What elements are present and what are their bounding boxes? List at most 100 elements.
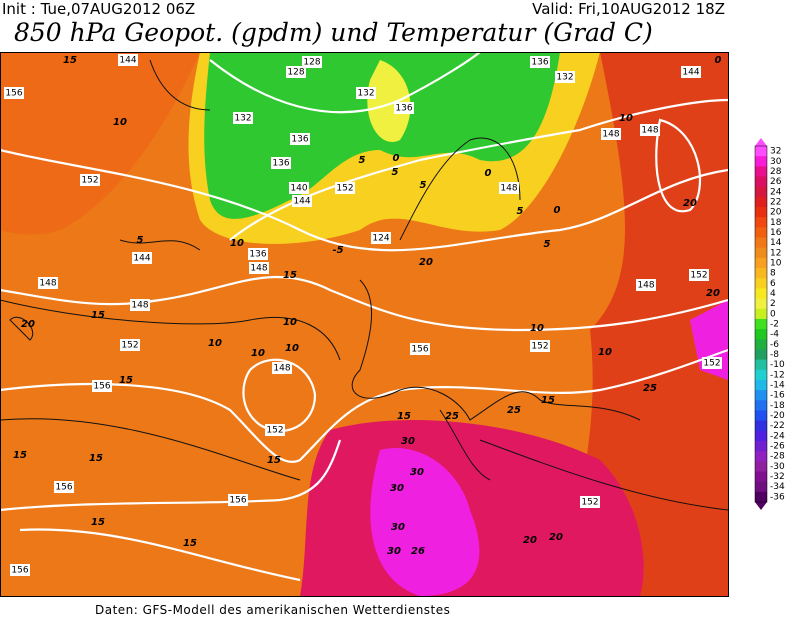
temperature-label: 5: [517, 206, 524, 217]
colorbar-swatch: [755, 481, 767, 493]
colorbar-label: 20: [770, 208, 782, 218]
colorbar-label: -10: [770, 360, 785, 370]
temperature-label: 15: [119, 375, 133, 386]
colorbar-frame: [754, 145, 768, 503]
temperature-label: 15: [63, 55, 77, 66]
colorbar-label: 0: [770, 309, 776, 319]
temperature-label: 26: [411, 546, 425, 557]
temperature-label: 15: [89, 453, 103, 464]
geopotential-label: 144: [119, 56, 136, 66]
label-box: [335, 182, 355, 194]
isohypse: [0, 148, 728, 252]
label-box: [689, 269, 709, 281]
geopotential-label: 136: [272, 159, 289, 169]
label-box: [248, 248, 268, 260]
temperature-label: 10: [208, 338, 222, 349]
temperature-label: 30: [387, 546, 401, 557]
colorbar-swatch: [755, 359, 767, 371]
isotherm: [0, 299, 728, 511]
warm-region: [560, 52, 728, 596]
colorbar-label: 6: [770, 279, 776, 289]
colorbar-swatch: [755, 339, 767, 350]
geopotential-label: 148: [500, 184, 517, 194]
colorbar-swatch: [755, 461, 767, 472]
colorbar-swatch: [755, 491, 767, 503]
colorbar-swatch: [755, 308, 767, 320]
geopotential-label: 152: [581, 498, 598, 508]
colorbar-swatch: [755, 207, 767, 218]
label-box: [120, 339, 140, 351]
label-box: [80, 174, 100, 186]
colorbar-label: 30: [770, 157, 782, 167]
label-box: [118, 54, 138, 66]
temperature-label: 10: [598, 347, 612, 358]
coastline: [9, 59, 641, 481]
temperature-label: 25: [445, 411, 459, 422]
geopotential-label: 152: [336, 184, 353, 194]
colorbar-swatch: [755, 176, 767, 188]
geopotential-label: 132: [357, 89, 374, 99]
geopotential-label: 152: [703, 359, 720, 369]
geopotential-label: 156: [55, 483, 72, 493]
temperature-label: 10: [251, 348, 265, 359]
temperature-label: 15: [91, 517, 105, 528]
colorbar-label: -30: [770, 462, 785, 472]
temperature-label: 30: [390, 483, 404, 494]
label-box: [530, 56, 550, 68]
geopotential-label: 148: [273, 364, 290, 374]
colorbar-label: -18: [770, 401, 785, 411]
temperature-label: 10: [530, 323, 544, 334]
isohypse: [0, 276, 728, 332]
temperature-label: 0: [554, 205, 561, 216]
label-box: [265, 424, 285, 436]
map-title: 850 hPa Geopot. (gpdm) und Temperatur (G…: [14, 18, 653, 47]
label-box: [681, 66, 701, 78]
temperature-label: 30: [401, 436, 415, 447]
colorbar-label: -14: [770, 381, 785, 391]
colorbar-swatch: [755, 451, 767, 462]
label-box: [636, 279, 656, 291]
label-box: [4, 87, 24, 99]
geopotential-label: 152: [81, 176, 98, 186]
valid-time: Valid: Fri,10AUG2012 18Z: [532, 0, 725, 18]
label-box: [555, 71, 575, 83]
label-box: [233, 112, 253, 124]
colorbar-swatch: [755, 278, 767, 289]
label-box: [286, 66, 306, 78]
temperature-label: 15: [283, 270, 297, 281]
geopotential-label: 136: [291, 135, 308, 145]
label-box: [249, 262, 269, 274]
geopotential-label: 144: [133, 254, 150, 264]
colorbar-swatch: [755, 196, 767, 208]
label-box: [356, 87, 376, 99]
label-box: [289, 182, 309, 194]
label-box: [371, 232, 391, 244]
colorbar-label: 24: [770, 187, 782, 197]
label-box: [702, 357, 722, 369]
temperature-label: 5: [392, 167, 399, 178]
geopotential-label: 128: [287, 68, 304, 78]
temperature-label: 20: [706, 288, 720, 299]
colorbar-swatch: [755, 430, 767, 442]
label-box: [292, 195, 312, 207]
temperature-label: 5: [544, 239, 551, 250]
label-box: [272, 362, 292, 374]
temperature-label: 5: [359, 155, 366, 166]
label-box: [530, 340, 550, 352]
geopotential-label: 156: [11, 566, 28, 576]
colorbar-swatch: [755, 247, 767, 259]
colorbar-label: 32: [770, 147, 781, 157]
colorbar-swatch: [755, 237, 767, 249]
colorbar-label: -36: [770, 492, 785, 502]
colorbar-label: -16: [770, 391, 785, 401]
label-box: [130, 299, 150, 311]
temperature-label: 25: [643, 383, 657, 394]
colorbar-arrow: [755, 502, 767, 510]
label-box: [499, 182, 519, 194]
temperature-label: 10: [285, 343, 299, 354]
colorbar-label: 16: [770, 228, 782, 238]
colorbar-swatch: [755, 400, 767, 411]
colorbar-swatch: [755, 318, 767, 330]
label-box: [38, 277, 58, 289]
